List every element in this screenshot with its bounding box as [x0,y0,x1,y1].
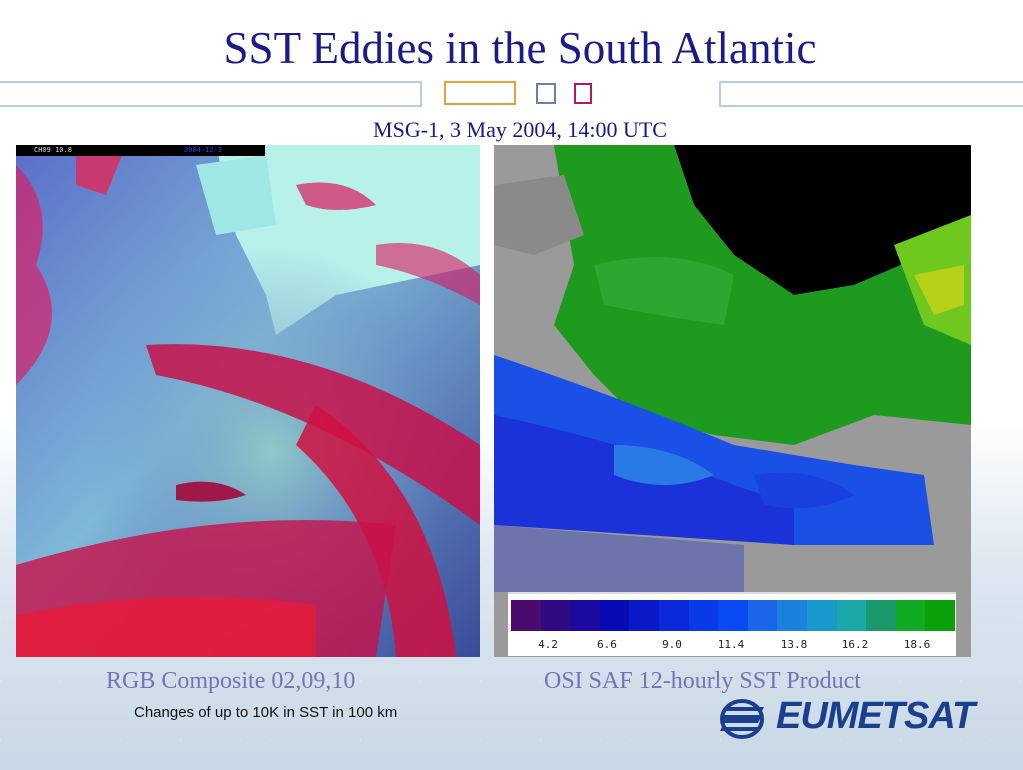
timestamp-label: 2004-12-3 [184,146,222,154]
colorbar-swatch [629,600,659,631]
colorbar-swatches [511,600,955,631]
colorbar-label: 4.2 [538,638,558,651]
sst-map-picture [494,145,971,592]
colorbar-swatch [925,600,955,631]
colorbar-swatch [658,600,689,631]
colorbar-swatch [747,600,778,631]
colorbar-label: 11.4 [717,638,745,651]
sst-product-image: 4.2 6.6 9.0 11.4 13.8 16.2 18.6 [494,145,971,657]
slide-title: SST Eddies in the South Atlantic [223,23,817,73]
header-bar-right [719,81,1023,107]
colorbar-swatch [895,600,926,631]
sst-colorbar: 4.2 6.6 9.0 11.4 13.8 16.2 18.6 [508,592,956,656]
colorbar-labels: 4.2 6.6 9.0 11.4 13.8 16.2 18.6 [511,638,955,652]
channel-label-strip: CH09 10.8 2004-12-3 [16,145,265,156]
rgb-composite-image: CH09 10.8 2004-12-3 [16,145,480,657]
colorbar-label: 13.8 [780,638,808,651]
colorbar-swatch [777,600,807,631]
colorbar-swatch [540,600,571,631]
colorbar-swatch [570,600,600,631]
colorbar-label: 16.2 [841,638,869,651]
decoration-blue-box [536,83,556,104]
eumetsat-logo: EUMETSAT [718,693,986,743]
colorbar-swatch [511,600,541,631]
right-image-caption: OSI SAF 12-hourly SST Product [544,668,861,694]
colorbar-label: 18.6 [903,638,931,651]
decoration-magenta-box [574,83,592,104]
colorbar-swatch [599,600,630,631]
decoration-orange-box [444,81,516,105]
channel-label: CH09 10.8 [34,146,72,154]
left-image-caption: RGB Composite 02,09,10 [106,668,356,694]
colorbar-label: 6.6 [597,638,617,651]
colorbar-label: 9.0 [662,638,682,651]
colorbar-swatch [718,600,748,631]
colorbar-swatch [806,600,837,631]
colorbar-swatch [866,600,896,631]
rgb-composite-picture [16,145,480,657]
header-bar-left [0,81,422,107]
slide-subtitle: MSG-1, 3 May 2004, 14:00 UTC [373,117,667,142]
colorbar-swatch [836,600,867,631]
colorbar-swatch [688,600,719,631]
eumetsat-emblem-icon [720,699,764,739]
eumetsat-logo-text: EUMETSAT [776,695,975,737]
slide-note: Changes of up to 10K in SST in 100 km [134,704,398,721]
